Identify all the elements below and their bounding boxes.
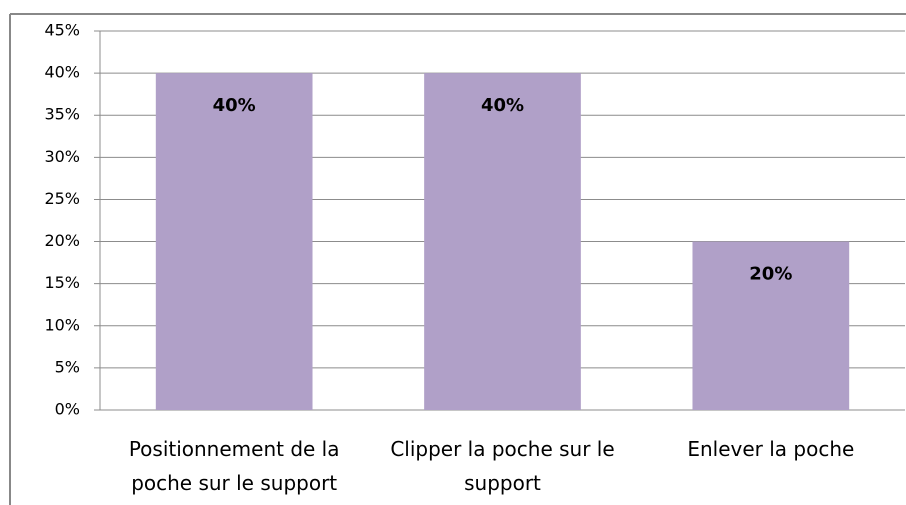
data-label: 20% xyxy=(749,264,792,285)
bar xyxy=(424,73,581,410)
y-tick-label: 35% xyxy=(44,105,80,124)
x-tick-label: Positionnement de la poche sur le suppor… xyxy=(128,437,340,495)
x-tick-label: Enlever la poche xyxy=(687,437,855,461)
x-tick-label: Clipper la poche sur le support xyxy=(390,437,615,495)
bar xyxy=(692,241,850,410)
data-label: 40% xyxy=(481,95,524,116)
y-tick-label: 20% xyxy=(44,231,80,250)
y-tick-label: 5% xyxy=(55,357,80,376)
y-tick-label: 10% xyxy=(44,315,80,334)
data-label: 40% xyxy=(213,95,256,116)
y-tick-label: 25% xyxy=(44,189,80,208)
y-tick-label: 15% xyxy=(44,273,80,292)
y-tick-label: 40% xyxy=(44,63,80,82)
bar xyxy=(155,73,313,410)
y-tick-label: 45% xyxy=(44,21,80,40)
y-tick-label: 0% xyxy=(55,400,80,419)
y-tick-label: 30% xyxy=(44,147,80,166)
